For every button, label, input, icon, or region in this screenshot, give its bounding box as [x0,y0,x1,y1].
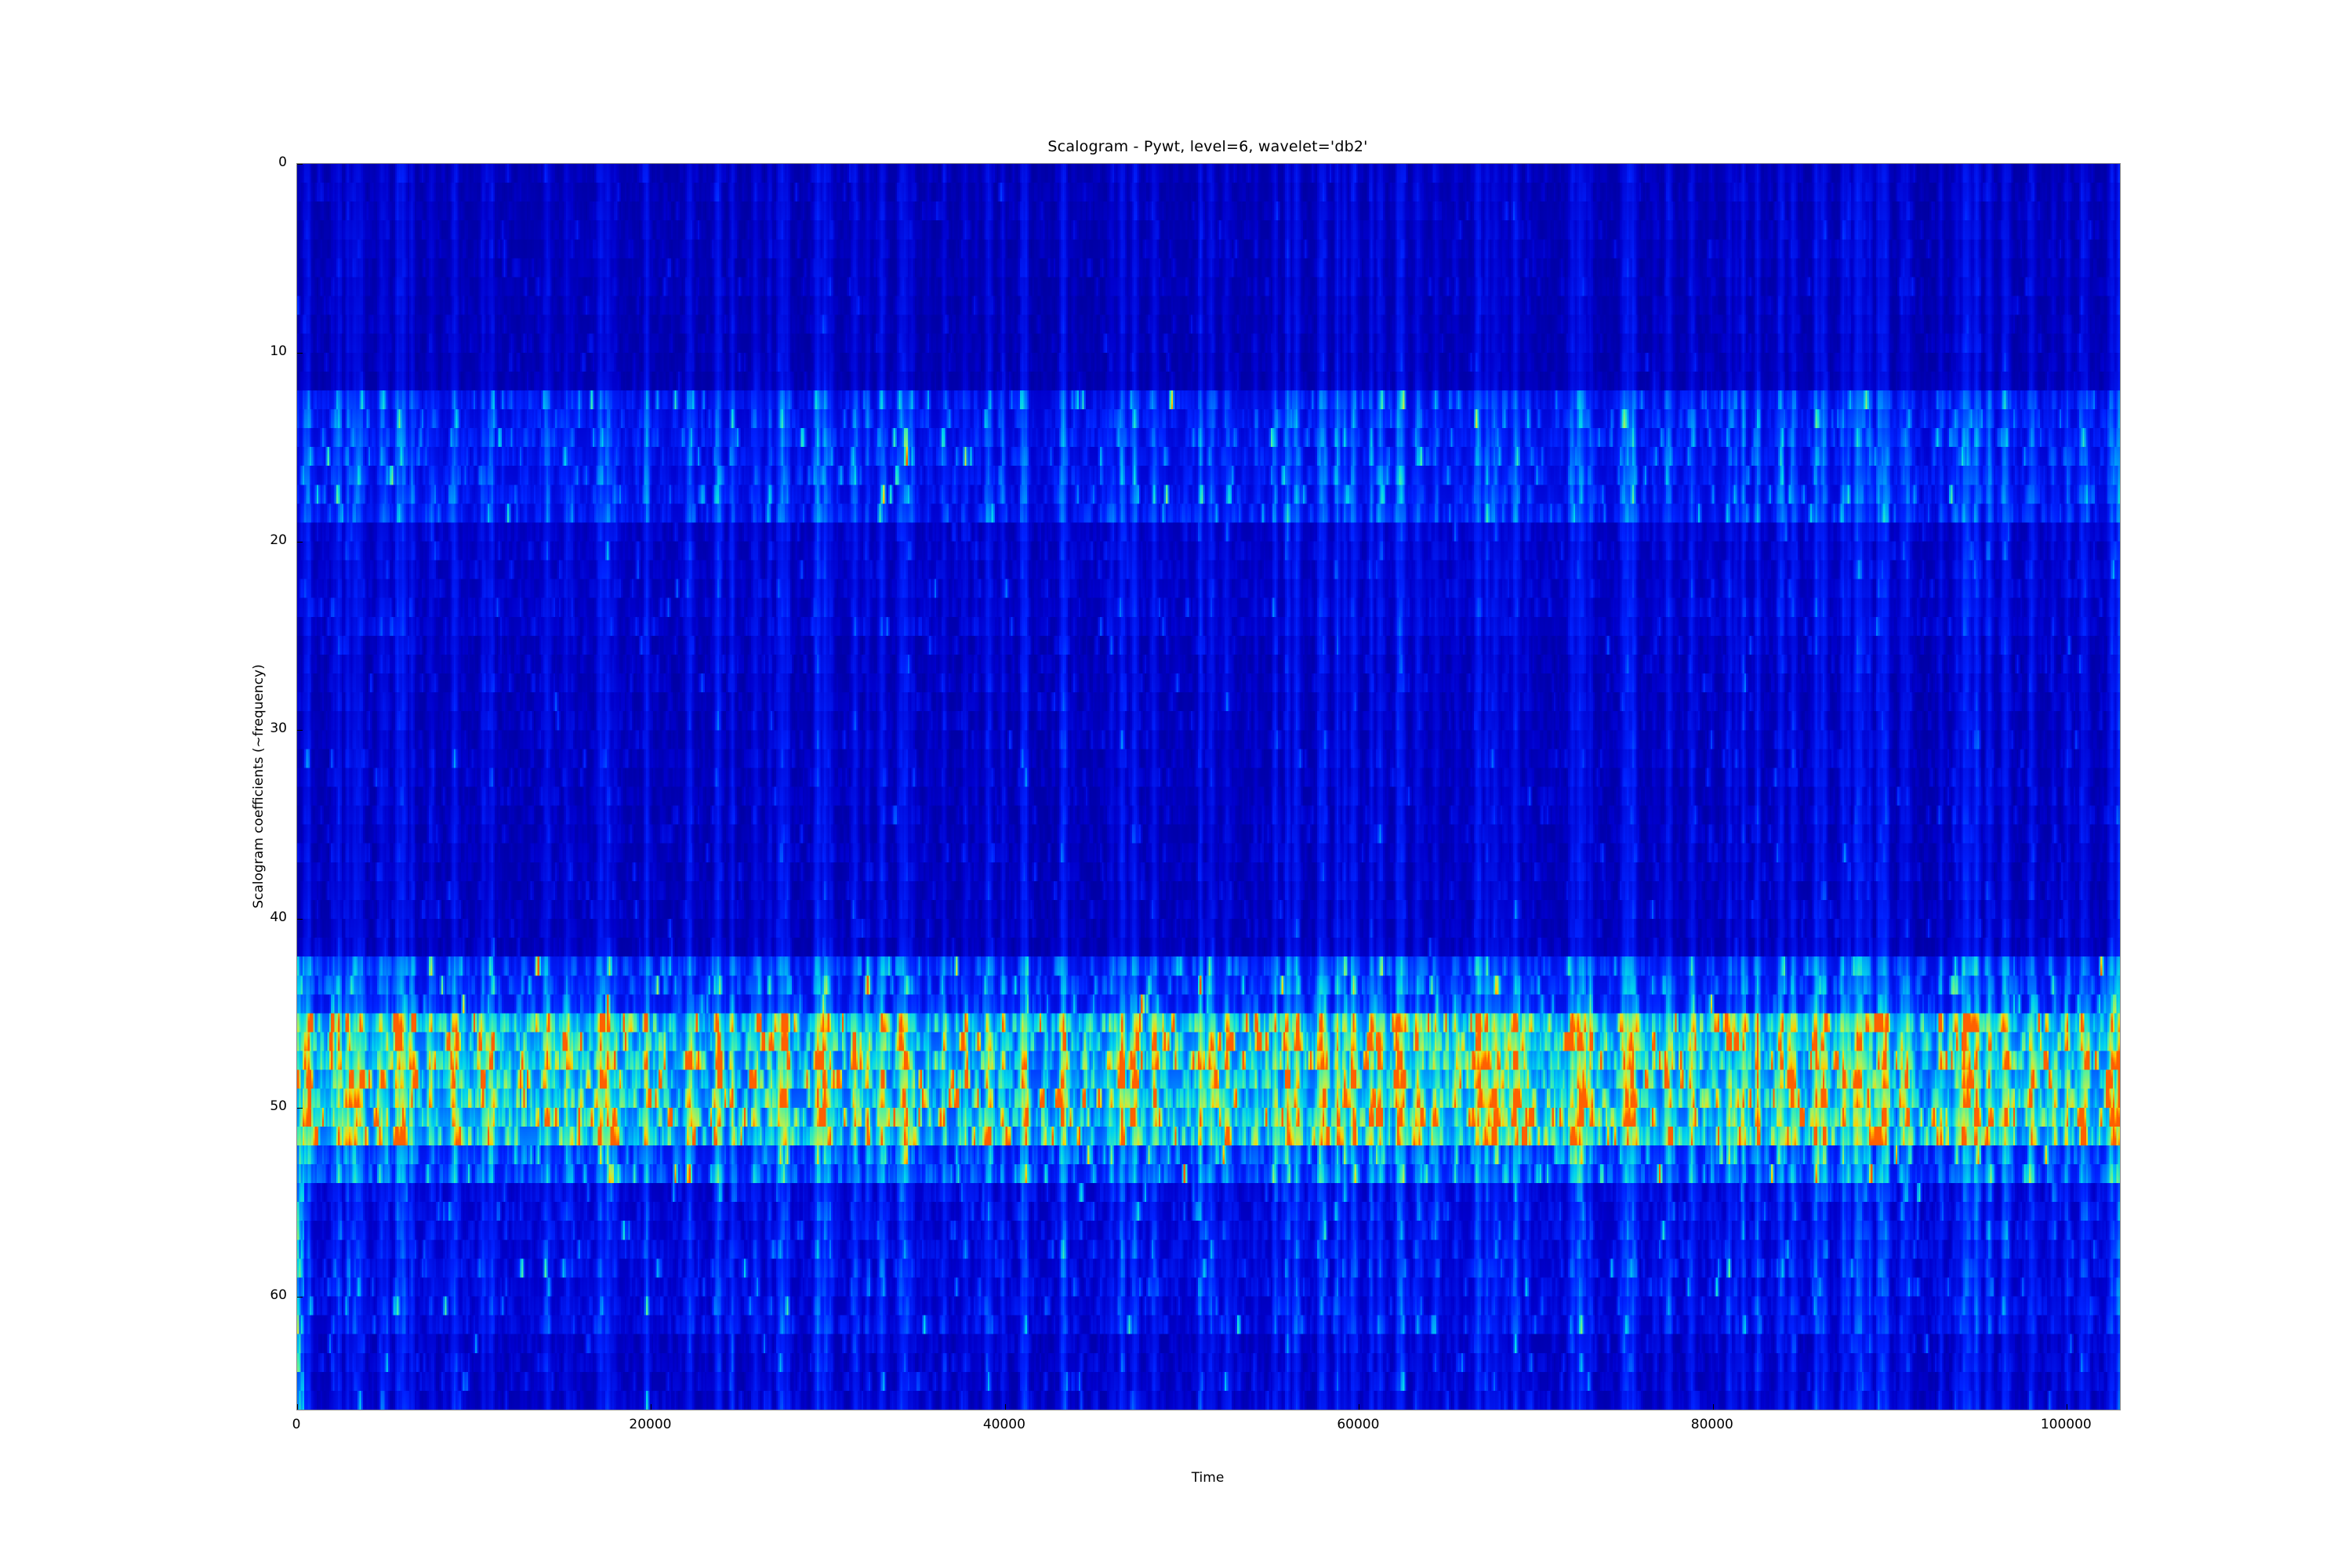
y-tick-label: 30 [270,720,287,737]
x-tick-label: 60000 [1337,1417,1380,1432]
y-tick-mark [297,541,303,543]
x-axis-label: Time [1191,1470,1225,1486]
x-tick-label: 0 [292,1417,301,1432]
y-tick-label: 50 [270,1098,287,1114]
y-tick-label: 10 [270,343,287,359]
x-tick-label: 100000 [2040,1417,2092,1432]
x-tick-label: 80000 [1690,1417,1733,1432]
scalogram-heatmap [297,164,2120,1410]
scalogram-plot-area[interactable] [296,163,2121,1410]
y-tick-mark [297,1107,303,1109]
y-axis-label: Scalogram coefficients (~frequency) [251,664,267,909]
y-tick-label: 20 [270,532,287,548]
y-tick-label: 0 [278,154,287,170]
y-tick-label: 60 [270,1287,287,1303]
x-tick-mark [1712,1404,1714,1410]
x-tick-mark [1004,1404,1006,1410]
y-tick-mark [297,919,303,920]
y-tick-mark [297,352,303,354]
x-tick-mark [297,1404,298,1410]
x-tick-mark [651,1404,652,1410]
x-tick-label: 20000 [629,1417,672,1432]
y-tick-label: 40 [270,909,287,926]
y-tick-mark [297,730,303,731]
y-tick-mark [297,1296,303,1298]
page-title: Scalogram - Pywt, level=6, wavelet='db2' [1047,138,1368,155]
x-tick-label: 40000 [982,1417,1025,1432]
y-tick-mark [297,164,303,165]
